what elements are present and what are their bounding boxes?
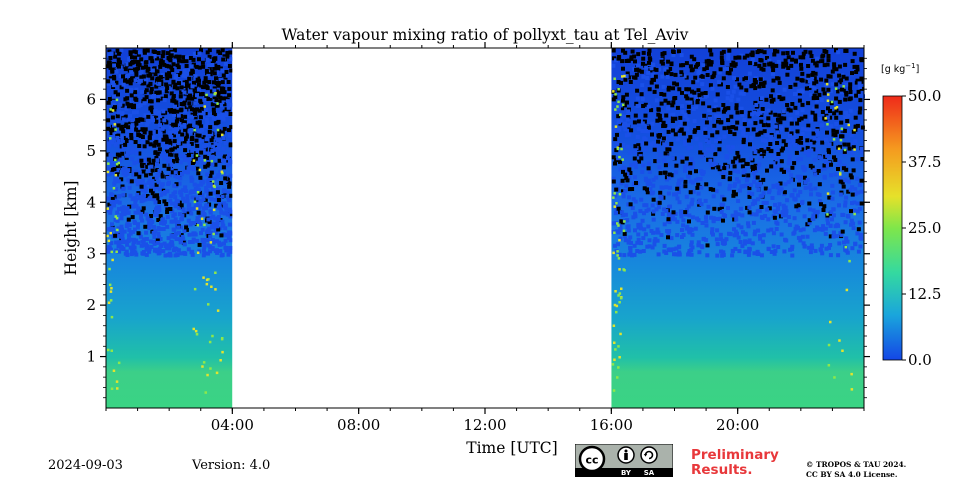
preliminary-line-2: Results.	[691, 462, 753, 478]
share-alike-icon	[640, 446, 658, 464]
y-tick-label: 3	[86, 245, 96, 263]
x-tick-label: 16:00	[590, 416, 633, 434]
x-tick-label: 20:00	[716, 416, 759, 434]
by-label: BY	[621, 469, 632, 477]
footer-version: Version: 4.0	[192, 458, 271, 473]
colorbar-tick-label: 50.0	[908, 87, 941, 105]
y-tick-label: 1	[86, 348, 96, 366]
colorbar-tick-label: 25.0	[908, 219, 941, 237]
y-tick-label: 5	[86, 142, 96, 160]
colorbar-tick-label: 37.5	[908, 153, 941, 171]
no-data-interval-0	[232, 48, 612, 408]
x-axis-label: Time [UTC]	[466, 439, 557, 457]
copyright-note: © TROPOS & TAU 2024. CC BY SA 4.0 Licens…	[806, 460, 906, 480]
x-tick-label: 12:00	[463, 416, 506, 434]
colorbar	[882, 95, 903, 361]
cc-icon	[578, 445, 606, 473]
colorbar-tick-label: 12.5	[908, 285, 941, 303]
y-tick-label: 4	[86, 193, 96, 211]
data-segment-1	[611, 48, 865, 408]
cc-by-sa-license-badge: cc BY SA	[575, 444, 673, 477]
y-axis-label: Height [km]	[62, 181, 80, 276]
y-tick-label: 2	[86, 296, 96, 314]
data-segment-0	[106, 48, 234, 408]
footer-date: 2024-09-03	[48, 458, 123, 473]
chart-title: Water vapour mixing ratio of pollyxt_tau…	[281, 26, 689, 44]
x-tick-label: 04:00	[211, 416, 254, 434]
colorbar-unit: [g kg−1]	[881, 62, 920, 76]
preliminary-results-note: Preliminary Results.	[691, 448, 779, 478]
cc-icon-text: cc	[585, 454, 598, 467]
copyright-line-1: © TROPOS & TAU 2024.	[806, 460, 907, 469]
copyright-line-2: CC BY SA 4.0 License.	[806, 470, 898, 479]
sa-label: SA	[644, 469, 655, 477]
x-tick-label: 08:00	[337, 416, 380, 434]
colorbar-tick-label: 0.0	[908, 351, 932, 369]
y-tick-label: 6	[86, 90, 96, 108]
preliminary-line-1: Preliminary	[691, 447, 779, 463]
